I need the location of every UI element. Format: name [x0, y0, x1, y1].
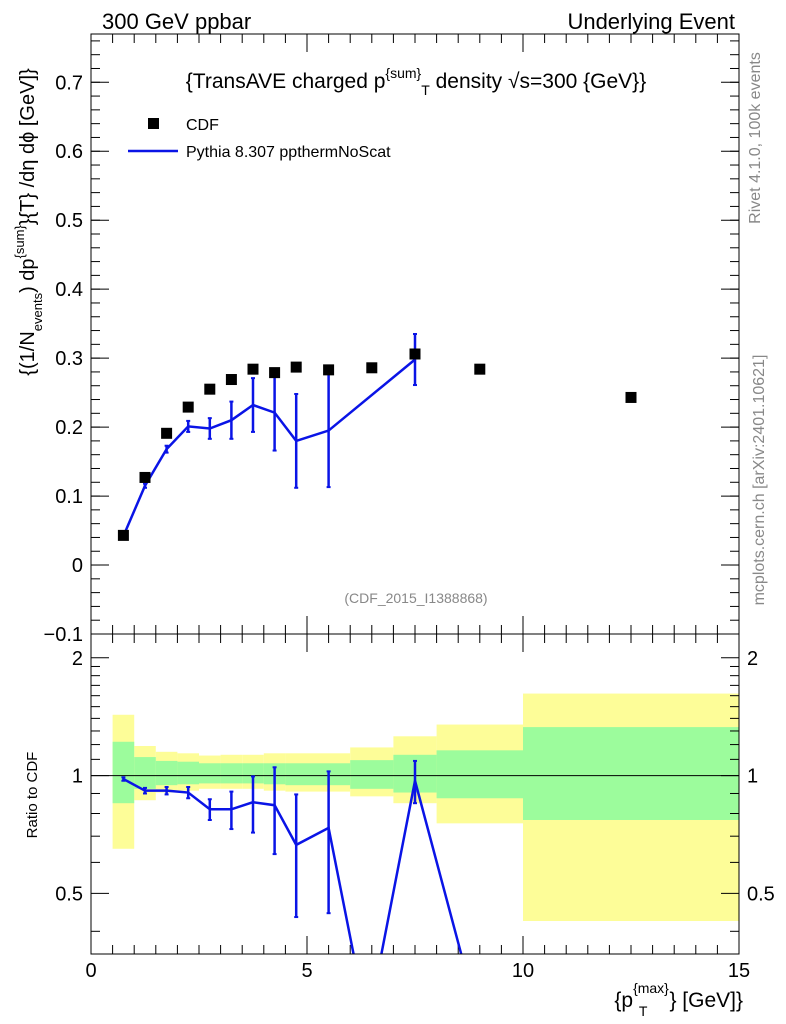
analysis-watermark: (CDF_2015_I1388868) — [344, 590, 487, 606]
legend-cdf-marker — [148, 118, 159, 129]
cdf-data-point — [474, 363, 486, 375]
xlabel-part-sup: {max} — [633, 980, 669, 996]
main-ytick-label: 0.3 — [55, 348, 83, 370]
ratio-inner-band — [285, 763, 307, 786]
ylabel-part-e: }{T} /dη dϕ [GeV]} — [17, 68, 39, 225]
ratio-inner-band — [199, 763, 221, 784]
title-part-sub: T — [421, 82, 430, 98]
ratio-inner-band — [436, 750, 523, 799]
cdf-data-point — [323, 364, 335, 376]
cdf-data-point — [409, 348, 421, 360]
legend: CDF Pythia 8.307 ppthermNoScat — [128, 117, 391, 161]
cdf-data-point — [290, 361, 302, 373]
xlabel-part-a: {p — [614, 989, 633, 1012]
ratio-inner-band — [177, 761, 199, 785]
ratio-frame — [90, 633, 740, 955]
ylabel-part-b: events — [30, 292, 45, 331]
ylabel-part-c: ) dp — [17, 258, 39, 292]
mc-series-line — [122, 358, 416, 537]
x-tick-label: 15 — [728, 960, 750, 982]
main-ytick-label: 0.6 — [55, 141, 83, 163]
legend-cdf-label: CDF — [186, 117, 219, 134]
main-ytick-label: 0.5 — [55, 210, 83, 232]
mcplots-source-label: mcplots.cern.ch [arXiv:2401.10621] — [751, 355, 768, 606]
ratio-inner-band — [350, 760, 394, 789]
ratio-y-axis-label: Ratio to CDF — [24, 752, 41, 839]
rivet-info-label: Rivet 4.1.0, 100k events — [747, 52, 764, 224]
main-ytick-label: −0.1 — [44, 624, 83, 646]
header-left-label: 300 GeV ppbar — [102, 9, 251, 34]
main-y-axis-label: {(1/Nevents) dp{sum}}{T} /dη dϕ [GeV]} — [12, 68, 45, 376]
main-series-layer — [117, 333, 637, 541]
ratio-panel: 0.5 0.5 1 1 2 2 0 5 10 15 Ratio to CDF {p{max} T } … — [24, 633, 775, 1019]
main-axis-ticks: −0.1 0 0.1 0.2 0.3 0.4 0.5 0.6 0.7 — [44, 34, 740, 646]
cdf-data-point — [366, 362, 378, 374]
cdf-data-point — [625, 391, 637, 403]
ratio-ytick-label: 1 — [72, 766, 83, 788]
ratio-inner-band — [523, 727, 739, 820]
ratio-series-line — [122, 777, 463, 954]
ratio-ytick-label-right: 2 — [747, 648, 758, 670]
ratio-inner-band — [242, 763, 264, 784]
header-right-label: Underlying Event — [567, 9, 735, 34]
main-panel: −0.1 0 0.1 0.2 0.3 0.4 0.5 0.6 0.7 {TransAVE cha… — [12, 33, 740, 646]
ylabel-part-d: {sum} — [12, 225, 27, 259]
cdf-data-point — [139, 471, 151, 483]
main-ytick-label: 0.7 — [55, 72, 83, 94]
main-ytick-label: 0 — [72, 555, 83, 577]
cdf-data-point — [269, 367, 281, 379]
x-tick-label: 5 — [301, 960, 312, 982]
ratio-ytick-label-right: 1 — [747, 766, 758, 788]
title-part-post: density √s=300 {GeV}} — [430, 70, 646, 93]
ratio-inner-band — [155, 760, 178, 786]
xlabel-part-b: } [GeV]} — [669, 989, 743, 1012]
cdf-data-point — [182, 401, 194, 413]
xlabel-part-sub: T — [639, 1003, 648, 1019]
main-ytick-label: 0.4 — [55, 279, 83, 301]
ratio-ytick-label: 0.5 — [55, 883, 83, 905]
cdf-data-point — [247, 363, 259, 375]
main-chart-title: {TransAVE charged p{sum}T density √s=300… — [186, 65, 646, 98]
title-part-pre: {TransAVE charged p — [186, 70, 386, 93]
main-ytick-label: 0.2 — [55, 417, 83, 439]
ratio-series-layer — [121, 759, 463, 954]
ratio-ytick-label: 2 — [72, 648, 83, 670]
x-tick-label: 0 — [85, 960, 96, 982]
ratio-ytick-label-right: 0.5 — [747, 883, 775, 905]
cdf-data-point — [161, 427, 173, 439]
x-tick-label: 10 — [512, 960, 534, 982]
cdf-data-point — [117, 529, 129, 541]
x-axis-label: {p{max} T } [GeV]} — [614, 980, 743, 1019]
ratio-inner-band — [220, 763, 243, 784]
main-ytick-label: 0.1 — [55, 486, 83, 508]
cdf-data-point — [204, 383, 216, 395]
cdf-data-point — [225, 374, 237, 386]
title-part-sup: {sum} — [385, 65, 421, 81]
ratio-inner-band — [112, 741, 135, 804]
ratio-inner-band — [134, 757, 156, 789]
legend-pythia-label: Pythia 8.307 ppthermNoScat — [186, 144, 391, 161]
ylabel-part-a: {(1/N — [17, 331, 39, 375]
